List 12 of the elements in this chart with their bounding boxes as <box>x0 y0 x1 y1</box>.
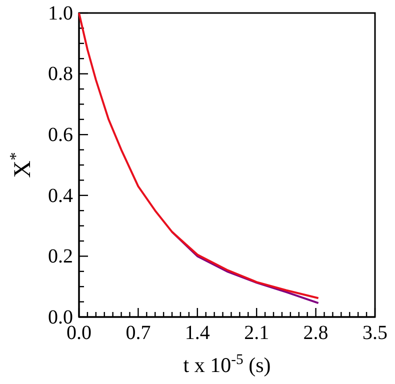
x-tick-label: 3.5 <box>362 322 388 344</box>
line-series <box>78 12 320 300</box>
y-tick-label: 0.2 <box>48 246 73 268</box>
x-tick-label: 0.7 <box>126 322 151 344</box>
y-tick-label: 0.8 <box>48 63 73 86</box>
x-tick-label: 2.1 <box>244 322 270 344</box>
y-tick-label: 1.0 <box>48 2 73 24</box>
x-tick-label: 1.4 <box>184 322 210 344</box>
x-tick-label: 2.8 <box>303 322 328 344</box>
y-tick-label: 0.4 <box>48 184 73 207</box>
y-tick-label: 0.6 <box>48 124 73 146</box>
x-axis-title: t x 10$^{-5}$ (s) <box>183 352 271 377</box>
